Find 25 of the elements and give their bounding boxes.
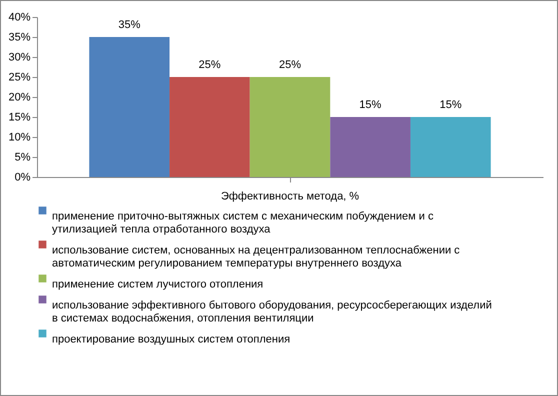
x-tick-label: Эффективность метода, % [220, 190, 360, 202]
bar [250, 77, 330, 177]
data-label: 25% [198, 59, 221, 71]
legend-label: применение систем лучистого отопления [52, 278, 264, 290]
y-tick-label: 35% [8, 32, 31, 44]
bar [170, 77, 250, 177]
y-tick-label: 10% [8, 132, 31, 144]
y-tick-label: 0% [14, 172, 31, 184]
data-label: 15% [440, 99, 462, 111]
legend-label: применение приточно-вытяжных систем с механическим побуждением и с утилизацией тепла отработанного воздуха [52, 210, 434, 236]
bar [330, 117, 410, 177]
y-tick-label: 20% [8, 92, 31, 104]
y-tick-label: 25% [8, 72, 31, 84]
legend-label: проектирование воздушных систем отопления [52, 334, 290, 346]
data-label: 25% [278, 59, 302, 71]
legend-label: использование эффективного бытового оборудования, ресурсосберегающих изделий в системах водоснабжения, отопления вентиляции [52, 300, 492, 324]
bar [89, 37, 170, 177]
y-tick-label: 5% [14, 152, 31, 164]
data-label: 35% [118, 19, 141, 31]
y-tick-label: 40% [8, 12, 31, 24]
y-tick-label: 15% [8, 112, 31, 124]
legend-label: использование систем, основанных на децентрализованном теплоснабжении с автоматическим регулированием температуры внутреннего воздуха [52, 244, 460, 270]
data-label: 15% [359, 99, 382, 111]
y-tick-label: 30% [8, 52, 31, 64]
bar [410, 117, 491, 177]
